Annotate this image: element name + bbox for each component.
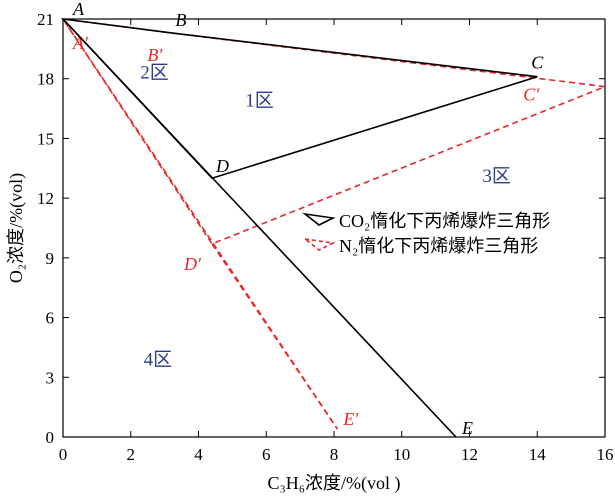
y-tick-label: 12 [37, 189, 54, 208]
x-tick-label: 6 [262, 445, 271, 464]
x-tick-label: 8 [330, 445, 339, 464]
x-tick-label: 10 [393, 445, 410, 464]
extension-line-n2 [62, 18, 339, 430]
x-axis-title: C₃H₆浓度/%(vol ) [267, 473, 400, 494]
point-label: E′ [342, 409, 359, 429]
y-tick-label: 21 [37, 10, 54, 29]
x-tick-label: 4 [194, 445, 203, 464]
x-tick-label: 14 [529, 445, 547, 464]
zone-label: 4区 [144, 349, 173, 370]
legend: CO₂惰化下丙烯爆炸三角形 N₂惰化下丙烯爆炸三角形 [302, 211, 550, 256]
point-label: C′ [523, 85, 540, 105]
x-tick-label: 2 [127, 445, 136, 464]
point-label: C [531, 53, 544, 73]
x-tick-label: 0 [59, 445, 68, 464]
point-label: B′ [147, 45, 163, 65]
y-tick-label: 6 [46, 309, 55, 328]
point-label: D [215, 156, 229, 176]
y-tick-label: 18 [37, 70, 54, 89]
zone-label: 3区 [482, 166, 511, 187]
point-label: A′ [72, 33, 89, 53]
y-tick-label: 3 [46, 368, 55, 387]
extension-line-co2 [62, 18, 457, 438]
point-label: D′ [183, 254, 202, 274]
y-tick-label: 15 [37, 129, 54, 148]
point-label: B [175, 10, 186, 30]
zone-label: 1区 [245, 91, 274, 112]
series-group: A′ B′ C′ D′ E′ A B C D E [60, 0, 606, 438]
dlpe-line-n2 [211, 243, 339, 430]
zone-label: 2区 [140, 63, 169, 84]
x-tick-label: 12 [461, 445, 478, 464]
legend-label-n2: N₂惰化下丙烯爆炸三角形 [339, 236, 538, 256]
y-axis-title: O₂浓度/%(vol) [6, 173, 27, 283]
y-tick-label: 0 [46, 428, 55, 447]
legend-label-co2: CO₂惰化下丙烯爆炸三角形 [339, 211, 550, 231]
legend-swatch-co2 [302, 212, 336, 226]
point-label: E [461, 418, 473, 438]
x-tick-label: 16 [597, 445, 614, 464]
point-label: A [72, 0, 85, 19]
y-tick-label: 9 [46, 249, 55, 268]
triangle-co2 [60, 17, 538, 180]
legend-swatch-n2 [302, 237, 336, 251]
